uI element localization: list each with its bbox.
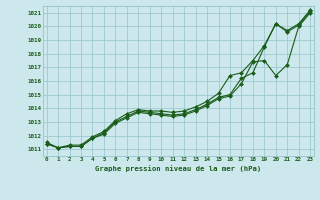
X-axis label: Graphe pression niveau de la mer (hPa): Graphe pression niveau de la mer (hPa) bbox=[95, 165, 261, 172]
